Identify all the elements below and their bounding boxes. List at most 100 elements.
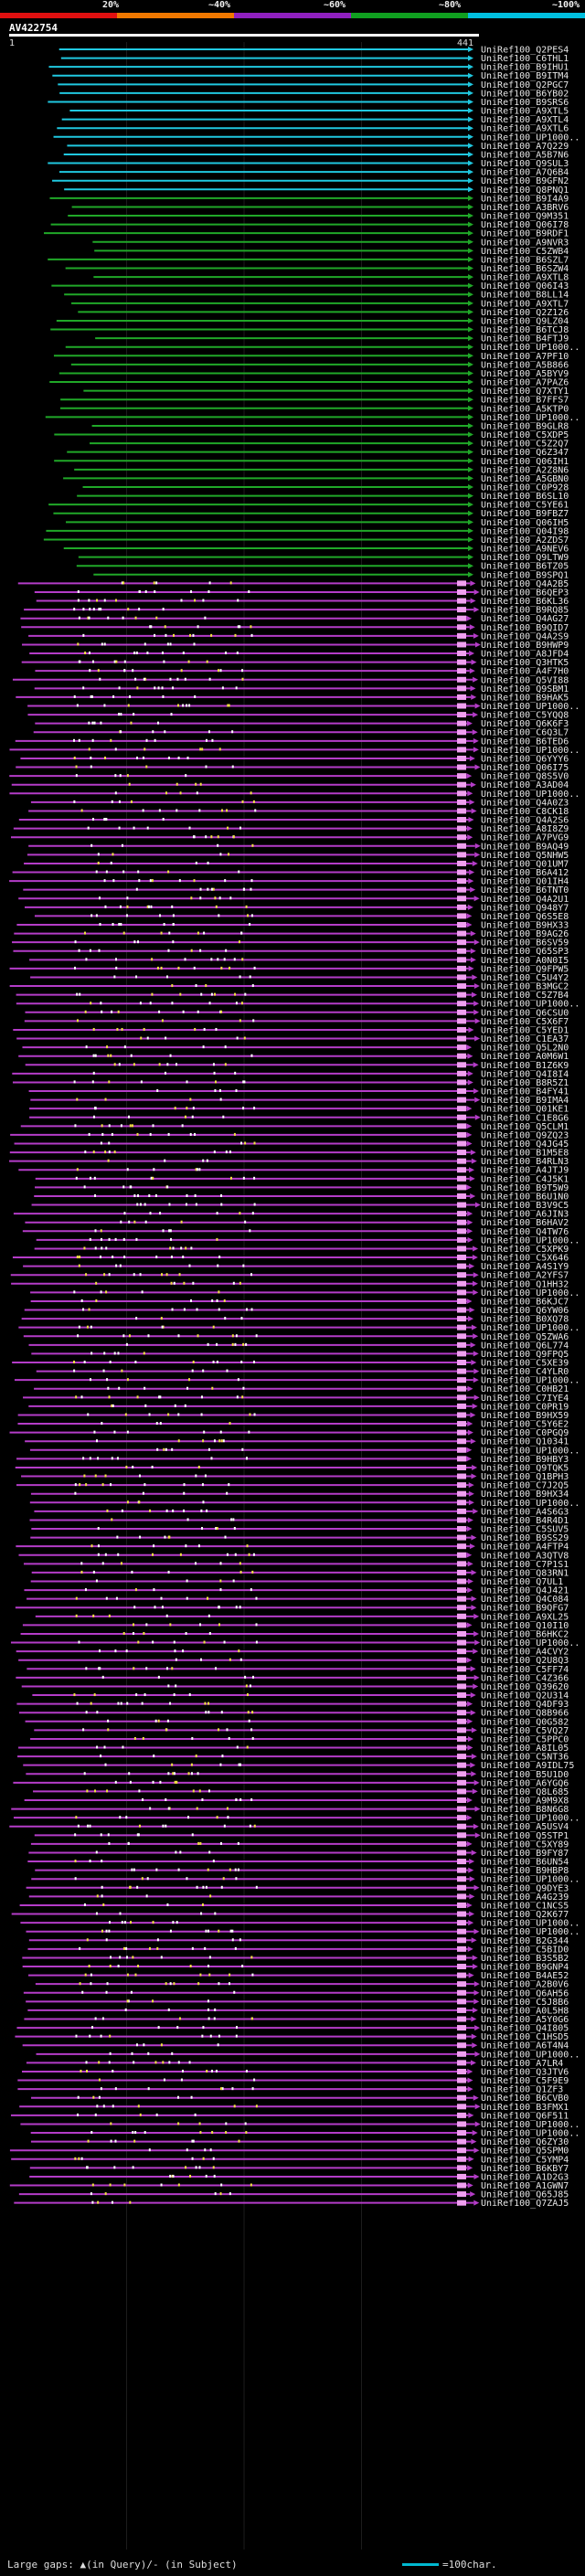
hit-label[interactable]: UniRef100_A3QTV8 xyxy=(481,1551,569,1561)
hit-label[interactable]: UniRef100_Q2U8Q3 xyxy=(481,1656,569,1666)
hit-row[interactable]: UniRef100_C5ZWB4 xyxy=(94,247,569,257)
hit-label[interactable]: UniRef100_Q5STP1 xyxy=(481,1831,569,1841)
hit-row[interactable]: UniRef100_Q6ZY30 xyxy=(30,2137,569,2147)
hit-label[interactable]: UniRef100_Q5SPM0 xyxy=(481,2147,569,2157)
hit-label[interactable]: UniRef100_A0N0I5 xyxy=(481,956,569,966)
hit-row[interactable]: UniRef100_UP1000.. xyxy=(31,1875,580,1885)
hit-row[interactable]: UniRef100_B5U1D0 xyxy=(26,1770,569,1780)
hit-label[interactable]: UniRef100_B9I4A9 xyxy=(481,194,569,204)
hit-row[interactable]: UniRef100_B8LL14 xyxy=(64,291,569,301)
hit-row[interactable]: UniRef100_C4Z366 xyxy=(16,1673,569,1683)
hit-row[interactable]: UniRef100_A4FTP4 xyxy=(16,1542,569,1553)
hit-row[interactable]: UniRef100_Q06I78 xyxy=(50,220,569,230)
hit-row[interactable]: UniRef100_A2YFS7 xyxy=(10,1271,569,1281)
hit-label[interactable]: UniRef100_C5YED1 xyxy=(481,1025,569,1035)
hit-label[interactable]: UniRef100_B6YB02 xyxy=(481,89,569,99)
hit-label[interactable]: UniRef100_A1D2G3 xyxy=(481,2172,569,2182)
hit-label[interactable]: UniRef100_B9RQ85 xyxy=(481,606,569,616)
hit-label[interactable]: UniRef100_B6SZW4 xyxy=(481,264,569,274)
hit-row[interactable]: UniRef100_A9XTL4 xyxy=(61,115,569,125)
hit-label[interactable]: UniRef100_UP1000.. xyxy=(481,133,580,143)
hit-row[interactable]: UniRef100_Q65SP3 xyxy=(13,947,569,957)
hit-label[interactable]: UniRef100_B9HAK5 xyxy=(481,693,569,703)
hit-label[interactable]: UniRef100_Q04I98 xyxy=(481,526,569,536)
hit-label[interactable]: UniRef100_Q6L774 xyxy=(481,1341,569,1351)
hit-row[interactable]: UniRef100_C5Y6E2 xyxy=(17,1420,569,1430)
hit-label[interactable]: UniRef100_Q6K6F3 xyxy=(481,719,569,729)
hit-row[interactable]: UniRef100_B6HAV2 xyxy=(25,1218,569,1228)
hit-label[interactable]: UniRef100_B6TCJ8 xyxy=(481,325,569,335)
hit-row[interactable]: UniRef100_A9NEV6 xyxy=(63,545,569,555)
hit-row[interactable]: UniRef100_Q6S5E8 xyxy=(34,912,569,922)
hit-label[interactable]: UniRef100_Q5NHW5 xyxy=(481,851,569,861)
hit-row[interactable]: UniRef100_A9XTL6 xyxy=(57,124,569,134)
hit-label[interactable]: UniRef100_Q06IH1 xyxy=(481,457,569,467)
hit-row[interactable]: UniRef100_Q7UL1 xyxy=(30,1577,564,1587)
hit-label[interactable]: UniRef100_A9XTL7 xyxy=(481,299,569,309)
hit-row[interactable]: UniRef100_B9GFN2 xyxy=(52,176,569,186)
hit-label[interactable]: UniRef100_B9GFN2 xyxy=(481,176,569,186)
hit-row[interactable]: UniRef100_Q39620 xyxy=(21,1682,569,1692)
hit-label[interactable]: UniRef100_B6TZ05 xyxy=(481,562,569,572)
hit-label[interactable]: UniRef100_C5F9E9 xyxy=(481,2076,569,2086)
hit-label[interactable]: UniRef100_B9HBP8 xyxy=(481,1866,569,1876)
hit-row[interactable]: UniRef100_Q6CSU0 xyxy=(25,1008,569,1018)
hit-label[interactable]: UniRef100_B6SL10 xyxy=(481,492,569,502)
hit-label[interactable]: UniRef100_A7PAZ6 xyxy=(481,378,569,388)
hit-row[interactable]: UniRef100_UP1000.. xyxy=(30,1288,580,1299)
hit-label[interactable]: UniRef100_C8CK18 xyxy=(481,807,569,817)
hit-label[interactable]: UniRef100_UP1000.. xyxy=(481,746,580,756)
hit-row[interactable]: UniRef100_A4G239 xyxy=(28,1892,569,1903)
hit-label[interactable]: UniRef100_A9XL25 xyxy=(481,1612,569,1622)
hit-label[interactable]: UniRef100_C5YQQ8 xyxy=(481,711,569,721)
hit-row[interactable]: UniRef100_UP1000.. xyxy=(18,1323,580,1333)
hit-label[interactable]: UniRef100_Q4A2U1 xyxy=(481,895,569,905)
hit-row[interactable]: UniRef100_B6A412 xyxy=(12,868,569,878)
hit-row[interactable]: UniRef100_A4F7H0 xyxy=(35,667,569,677)
hit-row[interactable]: UniRef100_Q8S5V0 xyxy=(9,772,569,782)
hit-label[interactable]: UniRef100_Q01UM7 xyxy=(481,859,569,869)
hit-row[interactable]: UniRef100_Q4A2U1 xyxy=(18,895,569,905)
hit-row[interactable]: UniRef100_Q948Y7 xyxy=(24,903,569,913)
hit-label[interactable]: UniRef100_C5BID0 xyxy=(481,1945,569,1955)
hit-row[interactable]: UniRef100_Q4A2B5 xyxy=(17,579,569,589)
hit-label[interactable]: UniRef100_B9FY87 xyxy=(481,1849,569,1859)
hit-row[interactable]: UniRef100_Q9FPW5 xyxy=(9,964,569,974)
hit-row[interactable]: UniRef100_C4J5K1 xyxy=(35,1174,569,1184)
hit-row[interactable]: UniRef100_B9FY87 xyxy=(28,1849,569,1859)
hit-label[interactable]: UniRef100_Q4I805 xyxy=(481,2024,569,2034)
hit-label[interactable]: UniRef100_Q4AG27 xyxy=(481,614,569,624)
hit-row[interactable]: UniRef100_C4YLR0 xyxy=(36,1367,569,1377)
hit-label[interactable]: UniRef100_B9ITM4 xyxy=(481,71,569,81)
hit-row[interactable]: UniRef100_B9AG26 xyxy=(14,929,569,939)
hit-row[interactable]: UniRef100_Q2U314 xyxy=(32,1691,569,1701)
hit-row[interactable]: UniRef100_A6T4N4 xyxy=(22,2041,569,2051)
hit-row[interactable]: UniRef100_B4RLN3 xyxy=(9,1157,569,1167)
hit-label[interactable]: UniRef100_A9XTL6 xyxy=(481,124,569,134)
hit-label[interactable]: UniRef100_B5U1D0 xyxy=(481,1770,569,1780)
hit-row[interactable]: UniRef100_A3QTV8 xyxy=(18,1551,569,1561)
hit-label[interactable]: UniRef100_Q4A2S9 xyxy=(481,631,569,641)
hit-label[interactable]: UniRef100_Q7UL1 xyxy=(481,1577,563,1587)
hit-label[interactable]: UniRef100_B4R4D1 xyxy=(481,1516,569,1526)
hit-label[interactable]: UniRef100_B6SZL7 xyxy=(481,255,569,265)
hit-label[interactable]: UniRef100_Q5ZWA6 xyxy=(481,1332,569,1342)
hit-label[interactable]: UniRef100_Q6AH56 xyxy=(481,1988,569,1998)
hit-label[interactable]: UniRef100_Q8PNQ1 xyxy=(481,186,569,196)
hit-label[interactable]: UniRef100_B4FTJ9 xyxy=(481,334,569,345)
hit-label[interactable]: UniRef100_A4FTP4 xyxy=(481,1542,569,1553)
hit-label[interactable]: UniRef100_B6KJC7 xyxy=(481,1297,569,1307)
hit-label[interactable]: UniRef100_Q9FPW5 xyxy=(481,964,569,974)
hit-row[interactable]: UniRef100_Q7XTY1 xyxy=(83,387,569,397)
hit-label[interactable]: UniRef100_UP1000.. xyxy=(481,1875,580,1885)
hit-row[interactable]: UniRef100_B4R4D1 xyxy=(29,1516,569,1526)
hit-label[interactable]: UniRef100_B6HKC2 xyxy=(481,1629,569,1639)
hit-row[interactable]: UniRef100_A7PVG9 xyxy=(10,833,569,843)
hit-row[interactable]: UniRef100_Q65J85 xyxy=(18,2190,569,2200)
hit-label[interactable]: UniRef100_B1Z6K9 xyxy=(481,1061,569,1071)
hit-label[interactable]: UniRef100_A4CVY2 xyxy=(481,1648,569,1658)
hit-label[interactable]: UniRef100_Q39620 xyxy=(481,1682,569,1692)
hit-label[interactable]: UniRef100_A9XTL5 xyxy=(481,107,569,117)
hit-row[interactable]: UniRef100_Q9M351 xyxy=(68,212,569,222)
hit-row[interactable]: UniRef100_Q4A2S6 xyxy=(18,816,569,826)
